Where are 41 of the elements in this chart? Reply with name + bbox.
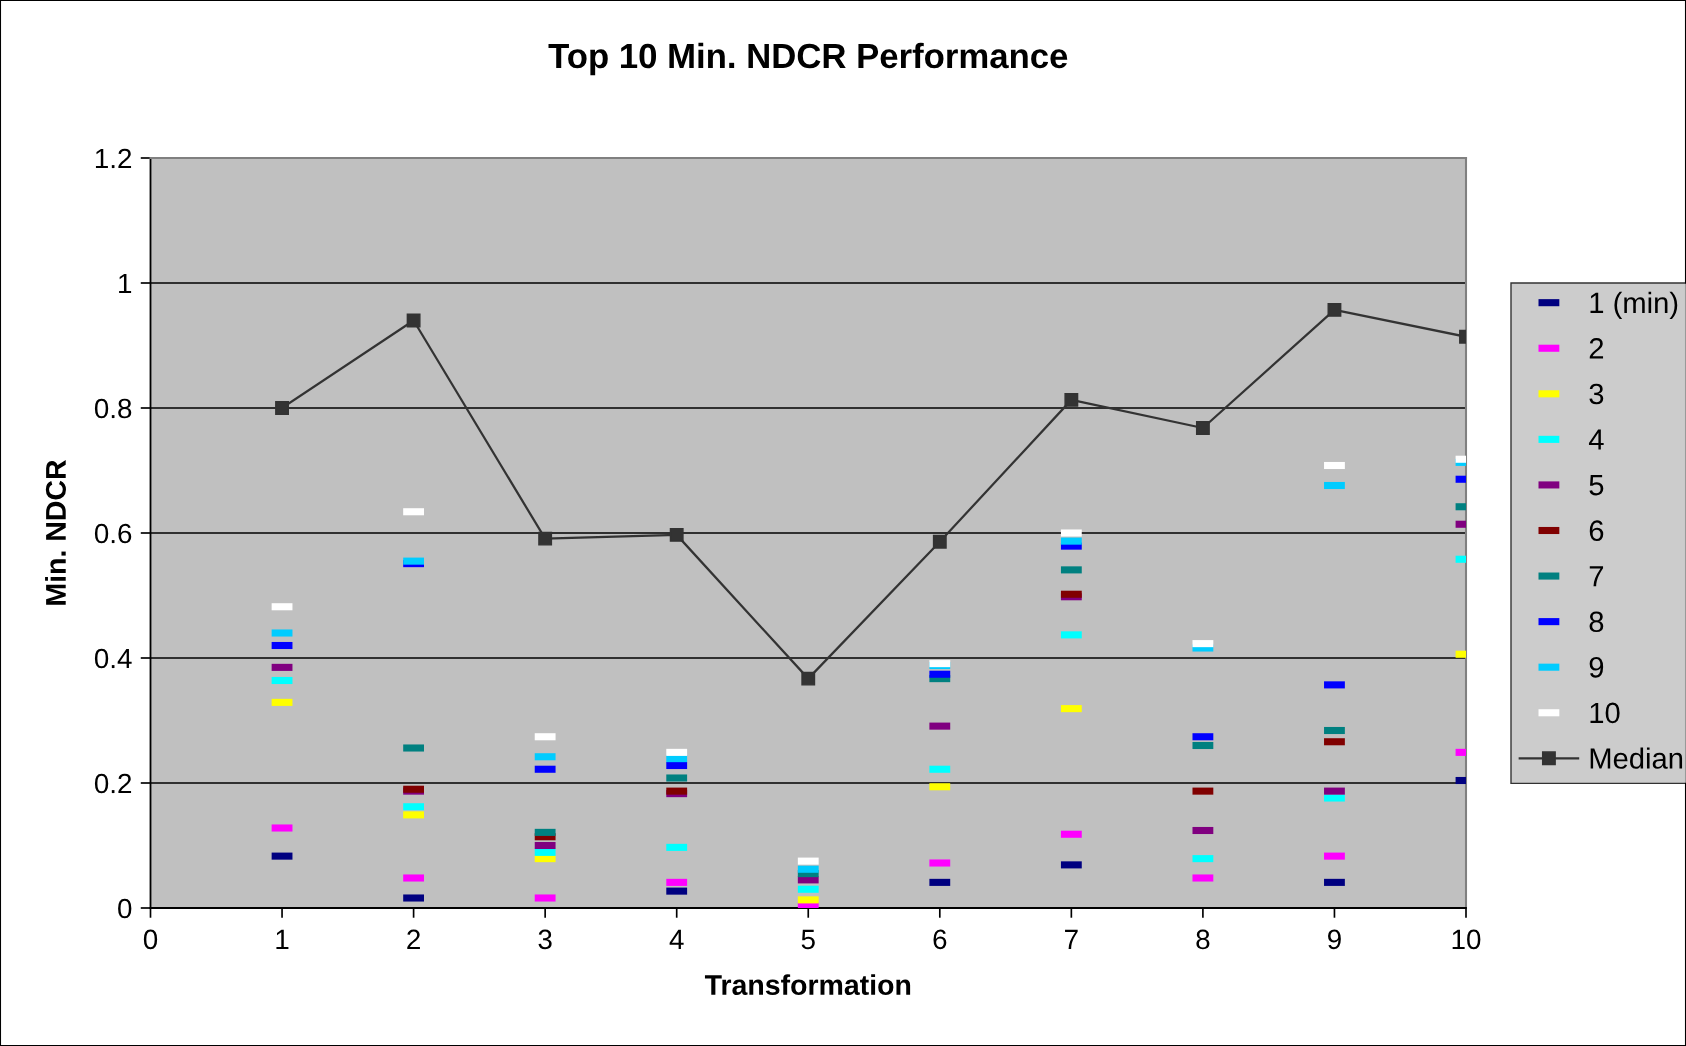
y-tick-label: 0 (118, 898, 132, 919)
x-tick-label: 7 (1065, 929, 1078, 949)
point (406, 313, 421, 328)
legend-label: 4 (1588, 429, 1604, 450)
point (1064, 392, 1079, 407)
legend-label: 6 (1589, 520, 1604, 541)
y-tick-label: 0.6 (94, 523, 132, 544)
legend-label: 9 (1589, 657, 1604, 678)
x-tick-label: 6 (933, 929, 947, 950)
y-tick-label: 0.8 (94, 398, 132, 419)
legend-label: 7 (1589, 566, 1604, 587)
y-tick-label: 0.4 (94, 648, 132, 669)
legend-label: 5 (1589, 475, 1604, 496)
legend-label: 1 (min) (1590, 291, 1678, 319)
point (1195, 421, 1210, 435)
y-tick-label: 1.2 (95, 148, 132, 169)
legend-label: 2 (1589, 338, 1604, 359)
point (669, 527, 684, 542)
y-axis-title: Min. NDCR (45, 460, 66, 605)
x-tick-label: 10 (1452, 929, 1481, 950)
y-tick-label: 0.2 (94, 773, 132, 794)
x-tick-label: 4 (669, 929, 684, 949)
y-tick-label: 1 (119, 273, 132, 294)
x-axis-title: Transformation (704, 974, 911, 996)
point (275, 401, 289, 415)
chart-title: Top 10 Min. NDCR Performance (548, 42, 1068, 76)
x-tick-label: 9 (1328, 929, 1341, 950)
point (538, 531, 553, 546)
legend-label: Median (1590, 747, 1683, 769)
legend-label: 8 (1589, 611, 1604, 633)
x-tick-label: 1 (276, 929, 289, 949)
legend-label: 3 (1589, 383, 1604, 405)
x-tick-label: 3 (538, 929, 552, 950)
point (1327, 302, 1342, 317)
x-tick-label: 5 (801, 929, 815, 950)
x-tick-label: 0 (143, 929, 158, 950)
x-tick-label: 8 (1196, 929, 1210, 950)
x-tick-label: 2 (407, 929, 420, 949)
point (932, 534, 947, 549)
legend-label: 10 (1590, 702, 1620, 724)
point (801, 671, 816, 686)
